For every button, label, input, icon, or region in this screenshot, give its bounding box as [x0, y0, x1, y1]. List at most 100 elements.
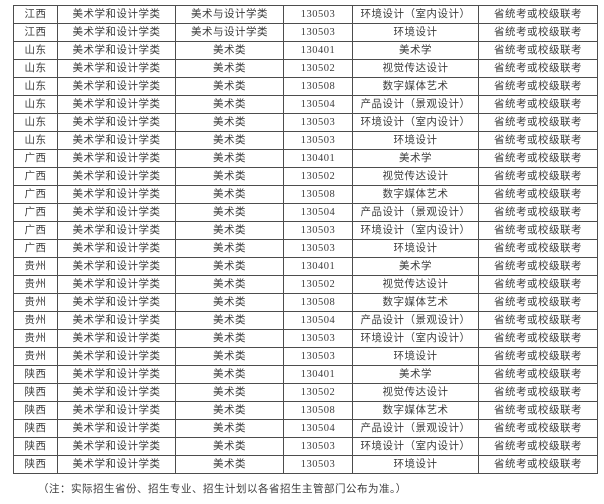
major-name-cell: 美术学: [352, 149, 479, 168]
category-cell: 美术学和设计学类: [57, 5, 176, 24]
class-cell: 美术类: [175, 257, 284, 276]
major-name-cell: 数字媒体艺术: [352, 185, 479, 204]
table-row: 广西 美术学和设计学类 美术类 130401 美术学 省统考或校级联考: [13, 149, 598, 168]
table-row: 陕西 美术学和设计学类 美术类 130508 数字媒体艺术 省统考或校级联考: [13, 401, 598, 420]
class-cell: 美术类: [175, 401, 284, 420]
major-name-cell: 产品设计（景观设计）: [352, 95, 479, 114]
class-cell: 美术类: [175, 329, 284, 348]
major-code-cell: 130502: [283, 383, 353, 402]
province-cell: 陕西: [13, 419, 58, 438]
category-cell: 美术学和设计学类: [57, 329, 176, 348]
class-cell: 美术类: [175, 221, 284, 240]
province-cell: 山东: [13, 131, 58, 150]
province-cell: 贵州: [13, 329, 58, 348]
major-name-cell: 产品设计（景观设计）: [352, 311, 479, 330]
major-code-cell: 130503: [283, 455, 353, 474]
major-name-cell: 环境设计（室内设计）: [352, 221, 479, 240]
class-cell: 美术类: [175, 437, 284, 456]
class-cell: 美术与设计学类: [175, 23, 284, 42]
exam-type-cell: 省统考或校级联考: [478, 293, 598, 312]
exam-type-cell: 省统考或校级联考: [478, 113, 598, 132]
table-row: 广西 美术学和设计学类 美术类 130503 环境设计 省统考或校级联考: [13, 239, 598, 258]
major-name-cell: 视觉传达设计: [352, 167, 479, 186]
major-name-cell: 环境设计: [352, 455, 479, 474]
category-cell: 美术学和设计学类: [57, 41, 176, 60]
category-cell: 美术学和设计学类: [57, 167, 176, 186]
major-code-cell: 130504: [283, 95, 353, 114]
province-cell: 陕西: [13, 437, 58, 456]
exam-type-cell: 省统考或校级联考: [478, 77, 598, 96]
major-code-cell: 130504: [283, 203, 353, 222]
exam-type-cell: 省统考或校级联考: [478, 437, 598, 456]
category-cell: 美术学和设计学类: [57, 365, 176, 384]
major-code-cell: 130503: [283, 221, 353, 240]
province-cell: 陕西: [13, 455, 58, 474]
major-name-cell: 环境设计（室内设计）: [352, 329, 479, 348]
table-row: 山东 美术学和设计学类 美术类 130503 环境设计 省统考或校级联考: [13, 131, 598, 150]
exam-type-cell: 省统考或校级联考: [478, 221, 598, 240]
major-code-cell: 130503: [283, 347, 353, 366]
category-cell: 美术学和设计学类: [57, 401, 176, 420]
exam-type-cell: 省统考或校级联考: [478, 365, 598, 384]
major-name-cell: 美术学: [352, 257, 479, 276]
major-code-cell: 130503: [283, 329, 353, 348]
class-cell: 美术类: [175, 383, 284, 402]
category-cell: 美术学和设计学类: [57, 23, 176, 42]
exam-type-cell: 省统考或校级联考: [478, 329, 598, 348]
class-cell: 美术类: [175, 311, 284, 330]
class-cell: 美术类: [175, 167, 284, 186]
major-code-cell: 130401: [283, 365, 353, 384]
class-cell: 美术类: [175, 185, 284, 204]
province-cell: 山东: [13, 113, 58, 132]
exam-type-cell: 省统考或校级联考: [478, 59, 598, 78]
exam-type-cell: 省统考或校级联考: [478, 239, 598, 258]
major-name-cell: 环境设计: [352, 131, 479, 150]
province-cell: 贵州: [13, 275, 58, 294]
province-cell: 山东: [13, 59, 58, 78]
category-cell: 美术学和设计学类: [57, 293, 176, 312]
class-cell: 美术类: [175, 131, 284, 150]
exam-type-cell: 省统考或校级联考: [478, 383, 598, 402]
table-row: 陕西 美术学和设计学类 美术类 130502 视觉传达设计 省统考或校级联考: [13, 383, 598, 402]
class-cell: 美术类: [175, 77, 284, 96]
province-cell: 贵州: [13, 293, 58, 312]
major-name-cell: 环境设计（室内设计）: [352, 437, 479, 456]
major-name-cell: 美术学: [352, 365, 479, 384]
class-cell: 美术类: [175, 365, 284, 384]
province-cell: 贵州: [13, 311, 58, 330]
exam-type-cell: 省统考或校级联考: [478, 401, 598, 420]
province-cell: 贵州: [13, 347, 58, 366]
category-cell: 美术学和设计学类: [57, 203, 176, 222]
major-code-cell: 130508: [283, 293, 353, 312]
major-name-cell: 视觉传达设计: [352, 275, 479, 294]
major-code-cell: 130508: [283, 185, 353, 204]
exam-type-cell: 省统考或校级联考: [478, 203, 598, 222]
table-row: 贵州 美术学和设计学类 美术类 130401 美术学 省统考或校级联考: [13, 257, 598, 276]
exam-type-cell: 省统考或校级联考: [478, 167, 598, 186]
class-cell: 美术类: [175, 293, 284, 312]
category-cell: 美术学和设计学类: [57, 383, 176, 402]
table-row: 广西 美术学和设计学类 美术类 130504 产品设计（景观设计） 省统考或校级联考: [13, 203, 598, 222]
province-cell: 陕西: [13, 401, 58, 420]
major-name-cell: 环境设计: [352, 239, 479, 258]
exam-type-cell: 省统考或校级联考: [478, 23, 598, 42]
table-row: 江西 美术学和设计学类 美术与设计学类 130503 环境设计 省统考或校级联考: [13, 23, 598, 42]
major-code-cell: 130401: [283, 257, 353, 276]
major-code-cell: 130401: [283, 149, 353, 168]
exam-type-cell: 省统考或校级联考: [478, 95, 598, 114]
major-name-cell: 环境设计: [352, 347, 479, 366]
exam-type-cell: 省统考或校级联考: [478, 455, 598, 474]
class-cell: 美术类: [175, 95, 284, 114]
class-cell: 美术类: [175, 203, 284, 222]
category-cell: 美术学和设计学类: [57, 77, 176, 96]
province-cell: 广西: [13, 239, 58, 258]
table-row: 山东 美术学和设计学类 美术类 130508 数字媒体艺术 省统考或校级联考: [13, 77, 598, 96]
major-name-cell: 视觉传达设计: [352, 59, 479, 78]
enrollment-majors-table: 江西 美术学和设计学类 美术与设计学类 130503 环境设计（室内设计） 省统考或校级联…: [13, 5, 598, 474]
major-name-cell: 产品设计（景观设计）: [352, 419, 479, 438]
category-cell: 美术学和设计学类: [57, 455, 176, 474]
province-cell: 陕西: [13, 365, 58, 384]
exam-type-cell: 省统考或校级联考: [478, 131, 598, 150]
major-code-cell: 130503: [283, 5, 353, 24]
major-code-cell: 130503: [283, 113, 353, 132]
